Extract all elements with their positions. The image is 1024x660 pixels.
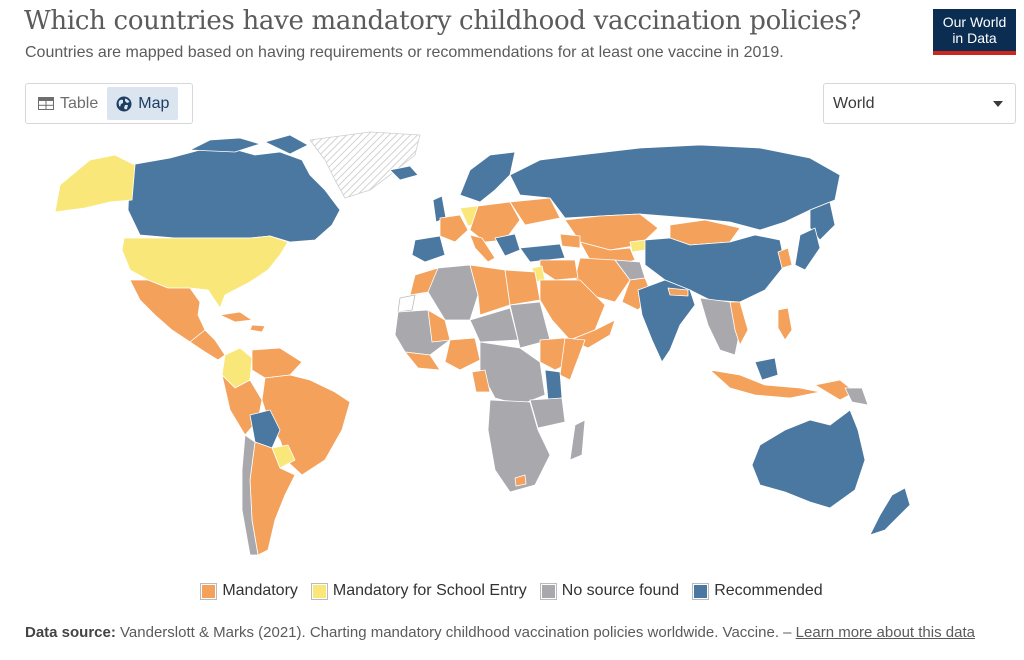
region-mexico[interactable] bbox=[129, 279, 206, 343]
region-vietnam[interactable] bbox=[729, 301, 749, 346]
region-western-sahara[interactable] bbox=[397, 294, 416, 313]
region-chile[interactable] bbox=[241, 434, 259, 556]
table-icon bbox=[38, 97, 54, 110]
source-label: Data source: bbox=[25, 624, 116, 641]
region-tanzania[interactable] bbox=[529, 397, 566, 429]
legend-item-no-source[interactable]: No source found bbox=[539, 582, 680, 600]
legend-item-school-entry[interactable]: Mandatory for School Entry bbox=[310, 582, 527, 600]
view-tabs: Table Map bbox=[25, 83, 193, 124]
region-iraq-syria[interactable] bbox=[539, 259, 579, 281]
logo-line-2: in Data bbox=[952, 30, 997, 46]
region-canada-islands[interactable] bbox=[189, 134, 309, 155]
region-russia[interactable] bbox=[509, 144, 841, 231]
legend-swatch bbox=[692, 582, 710, 600]
region-algeria[interactable] bbox=[427, 264, 479, 321]
legend-swatch bbox=[200, 582, 218, 600]
legend-label: No source found bbox=[561, 582, 680, 599]
learn-more-link[interactable]: Learn more about this data bbox=[795, 624, 975, 641]
region-indonesia[interactable] bbox=[709, 369, 821, 399]
region-greenland[interactable] bbox=[309, 131, 421, 199]
region-caucasus[interactable] bbox=[559, 233, 581, 249]
region-mongolia[interactable] bbox=[669, 219, 741, 246]
region-canada[interactable] bbox=[127, 147, 341, 243]
region-select[interactable]: World bbox=[823, 83, 1016, 124]
region-iberia[interactable] bbox=[411, 235, 446, 263]
region-select-value: World bbox=[833, 94, 875, 112]
legend-item-recommended[interactable]: Recommended bbox=[692, 582, 823, 600]
chart-subtitle: Countries are mapped based on having req… bbox=[25, 44, 784, 61]
legend-item-mandatory[interactable]: Mandatory bbox=[200, 582, 298, 600]
tab-map[interactable]: Map bbox=[107, 87, 179, 120]
region-italy[interactable] bbox=[469, 234, 496, 263]
region-cameroon-gabon[interactable] bbox=[471, 369, 491, 393]
legend-label: Recommended bbox=[714, 582, 823, 599]
region-new-zealand[interactable] bbox=[869, 487, 911, 536]
region-bolivia[interactable] bbox=[249, 409, 281, 449]
region-france[interactable] bbox=[439, 214, 469, 243]
region-madagascar[interactable] bbox=[569, 419, 586, 461]
region-scandinavia[interactable] bbox=[459, 151, 516, 203]
region-alaska[interactable] bbox=[54, 154, 136, 213]
region-usa[interactable] bbox=[121, 235, 289, 309]
region-guinea-coast[interactable] bbox=[404, 351, 441, 371]
legend-swatch bbox=[310, 582, 328, 600]
region-kenya[interactable] bbox=[544, 369, 563, 401]
region-turkey[interactable] bbox=[519, 243, 566, 263]
region-central-africa[interactable] bbox=[479, 341, 546, 406]
world-map[interactable] bbox=[40, 130, 1000, 570]
legend-swatch bbox=[539, 582, 557, 600]
region-caribbean[interactable] bbox=[219, 311, 266, 333]
region-russia-east[interactable] bbox=[809, 201, 836, 241]
region-somalia[interactable] bbox=[559, 337, 586, 381]
region-niger-chad[interactable] bbox=[469, 307, 519, 343]
legend-label: Mandatory bbox=[222, 582, 298, 599]
data-source: Data source: Vanderslott & Marks (2021).… bbox=[25, 623, 1015, 642]
region-india[interactable] bbox=[637, 279, 696, 363]
region-egypt[interactable] bbox=[504, 269, 541, 306]
owid-logo[interactable]: Our World in Data bbox=[933, 9, 1016, 55]
region-philippines[interactable] bbox=[777, 307, 793, 341]
region-nepal-bhutan[interactable] bbox=[667, 287, 689, 297]
region-japan[interactable] bbox=[794, 227, 821, 271]
region-libya[interactable] bbox=[469, 264, 511, 316]
region-australia[interactable] bbox=[751, 409, 866, 509]
region-venezuela[interactable] bbox=[251, 347, 303, 379]
region-southern-africa[interactable] bbox=[487, 399, 551, 493]
map-legend: Mandatory Mandatory for School Entry No … bbox=[0, 582, 1024, 600]
globe-icon bbox=[116, 96, 132, 111]
region-kyrgyzstan[interactable] bbox=[629, 239, 647, 253]
region-iceland[interactable] bbox=[389, 165, 419, 181]
tab-table[interactable]: Table bbox=[29, 87, 107, 120]
region-ukraine[interactable] bbox=[509, 197, 561, 226]
region-balkans[interactable] bbox=[494, 233, 521, 257]
region-png[interactable] bbox=[844, 387, 869, 406]
tab-table-label: Table bbox=[60, 94, 99, 112]
region-korea[interactable] bbox=[777, 247, 793, 269]
chevron-down-icon bbox=[993, 100, 1003, 107]
region-borneo[interactable] bbox=[754, 357, 779, 381]
region-south-africa-lesotho[interactable] bbox=[514, 474, 527, 487]
region-nigeria[interactable] bbox=[444, 337, 481, 371]
source-text: Vanderslott & Marks (2021). Charting man… bbox=[115, 624, 796, 641]
chart-title: Which countries have mandatory childhood… bbox=[24, 6, 862, 36]
tab-map-label: Map bbox=[138, 94, 170, 112]
legend-label: Mandatory for School Entry bbox=[332, 582, 527, 599]
logo-line-1: Our World bbox=[942, 14, 1007, 30]
